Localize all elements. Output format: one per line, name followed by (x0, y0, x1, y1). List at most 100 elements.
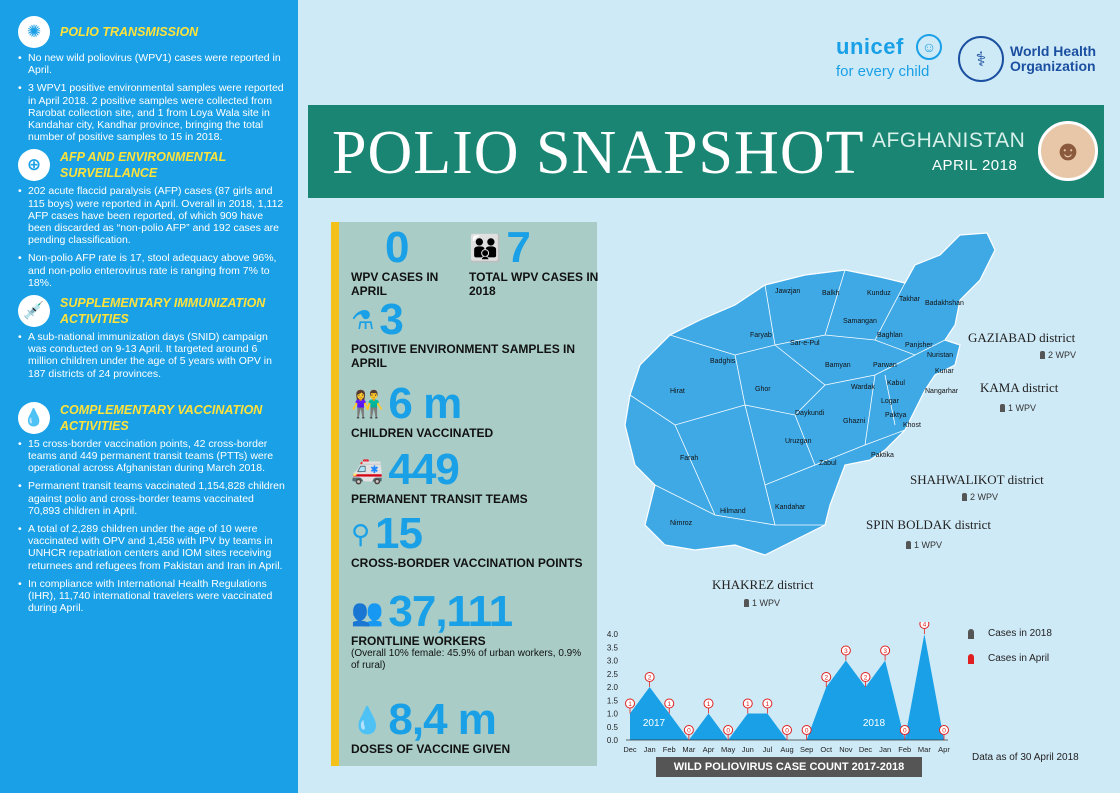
district-label: SHAHWALIKOT district (910, 472, 1044, 487)
stat-label: WPV CASES IN APRIL (351, 270, 439, 298)
province-label: Ghor (755, 386, 771, 393)
data-marker (899, 725, 910, 735)
stat-doses: 💧 8,4 m DOSES OF VACCINE GIVEN (351, 695, 591, 757)
district-case-count: 2 WPV (962, 492, 998, 502)
data-marker (664, 698, 675, 709)
data-marker (939, 725, 949, 735)
stat-wpv-april: 0 WPV CASES IN APRIL (351, 226, 471, 299)
province-label: Uruzgan (785, 438, 812, 445)
district-case-count: 2 WPV (1040, 350, 1076, 360)
data-label: 1 (667, 701, 671, 708)
section-header: 💧 COMPLEMENTARY VACCINATION ACTIVITIES (18, 401, 286, 434)
district-case-count: 1 WPV (744, 598, 780, 608)
stat-number: 8,4 m (388, 695, 497, 744)
stat-cbv: ⚲ 15 CROSS-BORDER VACCINATION POINTS (351, 512, 591, 571)
chart-title: WILD POLIOVIRUS CASE COUNT 2017-2018 (656, 757, 922, 777)
province-label: Ghazni (843, 418, 866, 425)
y-tick-label: 2.5 (607, 670, 619, 679)
y-tick-label: 0.0 (607, 736, 619, 745)
province-label: Wardak (851, 384, 875, 391)
province-label: Hilmand (720, 508, 746, 515)
x-tick-label: Feb (663, 745, 676, 754)
x-tick-label: May (721, 745, 735, 754)
globe-icon: ☺ (916, 34, 942, 60)
stat-label: CHILDREN VACCINATED (351, 426, 494, 440)
sidebar-section: ✺ POLIO TRANSMISSION No new wild polioviru… (18, 16, 286, 143)
who-logo: ⚕ World Health Organization (958, 36, 1096, 82)
legend-item-april: Cases in April (968, 653, 1052, 664)
data-label: 1 (628, 701, 632, 708)
sidebar-section: ⊕ AFP AND ENVIRONMENTAL SURVEILLANCE 202 a… (18, 149, 286, 289)
year-label: 2018 (863, 718, 886, 729)
person-icon (962, 493, 967, 501)
province-label: Panjsher (905, 342, 933, 349)
data-marker (880, 645, 891, 656)
data-label: 0 (805, 728, 809, 735)
province-label: Nuristan (927, 352, 953, 359)
country-shape (624, 232, 996, 556)
sidebar: ✺ POLIO TRANSMISSION No new wild polioviru… (0, 0, 298, 793)
stat-label: PERMANENT TRANSIT TEAMS (351, 492, 528, 506)
title-banner: POLIO SNAPSHOT AFGHANISTAN APRIL 2018 ☻ (308, 105, 1104, 198)
data-marker (723, 725, 734, 735)
year-label: 2017 (643, 718, 666, 729)
x-tick-label: Apr (938, 745, 950, 754)
stat-sublabel: (Overall 10% female: 45.9% of urban work… (351, 648, 582, 671)
data-label: 0 (726, 728, 730, 735)
district-case-count: 1 WPV (906, 540, 942, 550)
who-emblem-icon: ⚕ (958, 36, 1004, 82)
stat-number: 7 (506, 223, 531, 272)
province-label: Badakhshan (925, 300, 964, 307)
data-label: 2 (824, 675, 828, 682)
bullet-text: A total of 2,289 children under the age … (18, 523, 286, 572)
district-label: KAMA district (980, 380, 1059, 395)
bullet-text: 202 acute flaccid paralysis (AFP) cases … (18, 185, 286, 246)
bullet-text: Non-polio AFP rate is 17, stool adequacy… (18, 252, 286, 289)
children-icon: 👫 (351, 389, 383, 419)
stat-ptt: 🚑 449 PERMANENT TRANSIT TEAMS (351, 448, 591, 507)
province-label: Zabul (819, 460, 837, 467)
province-label: Jawzjan (775, 288, 800, 295)
legend-label: Cases in April (988, 653, 1050, 664)
bullet-text: In compliance with International Health … (18, 578, 286, 615)
province-label: Nangarhar (925, 388, 959, 395)
stat-number: 3 (379, 295, 404, 344)
person-icon (1000, 404, 1005, 412)
data-label: 2 (648, 675, 652, 682)
data-label: 0 (942, 728, 946, 735)
district-label: SPIN BOLDAK district (866, 517, 991, 532)
data-marker (860, 672, 871, 682)
province-label: Kandahar (775, 504, 806, 511)
case-count-text: 2 WPV (970, 492, 999, 502)
y-tick-label: 1.5 (607, 696, 619, 705)
data-marker (762, 698, 773, 709)
bullet-text: 3 WPV1 positive environmental samples we… (18, 82, 286, 143)
data-label: 1 (746, 701, 750, 708)
legend-item-2018: Cases in 2018 (968, 628, 1052, 639)
x-tick-label: Jul (763, 745, 773, 754)
province-label: Badghis (710, 358, 736, 365)
drop-icon: 💧 (351, 705, 383, 735)
y-tick-label: 1.0 (607, 710, 619, 719)
data-label: 0 (785, 728, 789, 735)
page-title: POLIO SNAPSHOT (332, 119, 865, 187)
x-tick-label: Feb (898, 745, 911, 754)
data-marker (821, 672, 832, 682)
data-marker (703, 698, 714, 709)
province-label: Hirat (670, 388, 685, 395)
province-label: Kunar (935, 368, 954, 375)
wpv-case-chart: 4.0 3.5 3.0 2.5 2.0 1.5 1.0 0.5 0.0 Dec Jan Feb Mar A… (607, 622, 950, 754)
x-tick-label: Aug (780, 745, 793, 754)
province-borders (629, 269, 946, 526)
y-tick-label: 3.0 (607, 657, 619, 666)
data-label: 1 (707, 701, 711, 708)
chart-legend: Cases in 2018 Cases in April (968, 628, 1052, 678)
section-title: AFP AND ENVIRONMENTAL SURVEILLANCE (60, 150, 226, 181)
province-label: Balkh (822, 290, 840, 297)
province-label: Farah (680, 455, 698, 462)
x-tick-label: Apr (703, 745, 715, 754)
legend-label: Cases in 2018 (988, 628, 1052, 639)
x-tick-label: Jan (879, 745, 891, 754)
case-count-text: 1 WPV (752, 598, 781, 608)
